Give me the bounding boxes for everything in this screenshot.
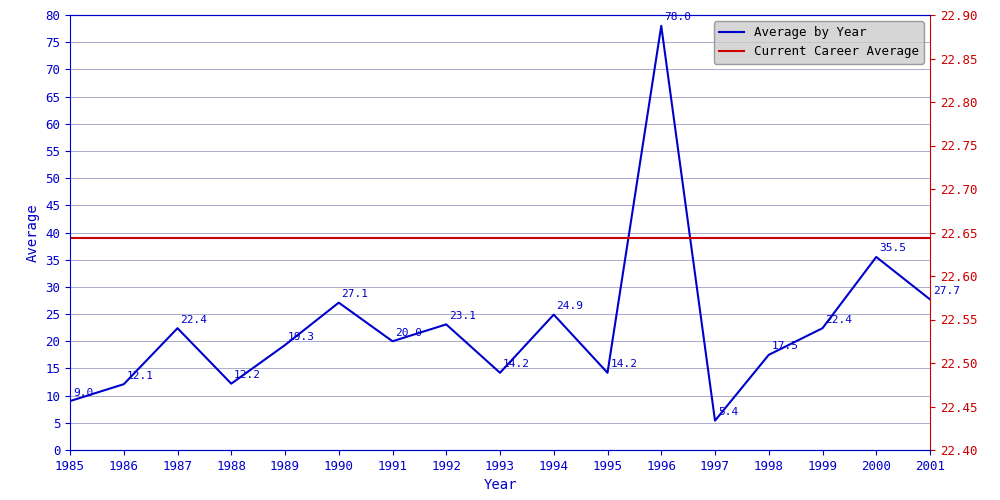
Average by Year: [924, 296, 936, 302]
Average by Year: [118, 381, 130, 387]
Text: 22.4: 22.4: [180, 314, 207, 324]
Average by Year: [655, 23, 667, 29]
Line: Average by Year: Average by Year: [70, 26, 930, 420]
Average by Year: [816, 325, 828, 331]
Text: 19.3: 19.3: [288, 332, 315, 342]
Average by Year: [279, 342, 291, 348]
Average by Year: [172, 325, 184, 331]
Average by Year: [64, 398, 76, 404]
Text: 23.1: 23.1: [449, 311, 476, 321]
Average by Year: [386, 338, 398, 344]
Average by Year: [763, 352, 775, 358]
Average by Year: [225, 380, 237, 386]
Text: 12.2: 12.2: [234, 370, 261, 380]
Text: 14.2: 14.2: [503, 359, 530, 369]
Text: 17.5: 17.5: [772, 342, 799, 351]
Average by Year: [494, 370, 506, 376]
Text: 24.9: 24.9: [557, 301, 584, 311]
Average by Year: [548, 312, 560, 318]
Average by Year: [602, 370, 614, 376]
Average by Year: [440, 322, 452, 328]
Text: 78.0: 78.0: [664, 12, 691, 22]
Y-axis label: Average: Average: [26, 203, 40, 262]
Text: 27.7: 27.7: [933, 286, 960, 296]
Average by Year: [709, 418, 721, 424]
Text: 20.0: 20.0: [395, 328, 422, 338]
X-axis label: Year: Year: [483, 478, 517, 492]
Text: 22.4: 22.4: [825, 314, 852, 324]
Text: 5.4: 5.4: [718, 407, 738, 417]
Text: 14.2: 14.2: [610, 359, 637, 369]
Text: 12.1: 12.1: [127, 370, 154, 380]
Text: 27.1: 27.1: [342, 289, 369, 299]
Average by Year: [870, 254, 882, 260]
Average by Year: [333, 300, 345, 306]
Text: 35.5: 35.5: [879, 244, 906, 254]
Legend: Average by Year, Current Career Average: Average by Year, Current Career Average: [714, 21, 924, 63]
Text: 9.0: 9.0: [73, 388, 93, 398]
